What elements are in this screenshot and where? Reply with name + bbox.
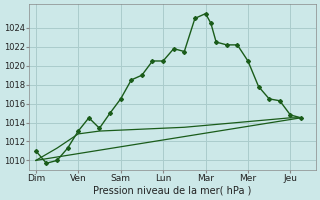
X-axis label: Pression niveau de la mer( hPa ): Pression niveau de la mer( hPa ) xyxy=(93,186,252,196)
